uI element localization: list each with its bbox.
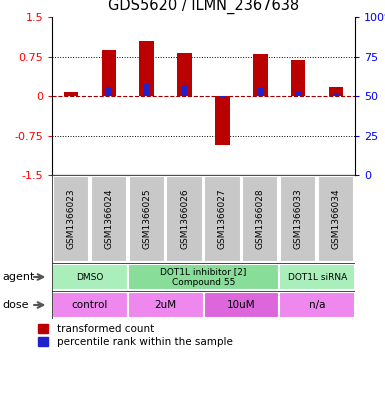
Bar	[177, 53, 192, 96]
Bar	[220, 96, 225, 97]
Text: GSM1366034: GSM1366034	[331, 189, 341, 249]
Legend: transformed count, percentile rank within the sample: transformed count, percentile rank withi…	[38, 324, 233, 347]
Text: agent: agent	[2, 272, 34, 282]
Bar	[296, 91, 301, 96]
Text: GSM1366027: GSM1366027	[218, 189, 227, 249]
Bar	[106, 86, 112, 96]
Bar	[204, 292, 279, 318]
Text: 10uM: 10uM	[227, 300, 256, 310]
Text: dose: dose	[2, 300, 28, 310]
Text: GSM1366023: GSM1366023	[67, 189, 75, 249]
Bar	[128, 264, 279, 290]
Bar	[53, 176, 89, 262]
Text: 2uM: 2uM	[154, 300, 177, 310]
Bar	[253, 54, 268, 96]
Text: GSM1366026: GSM1366026	[180, 189, 189, 249]
Bar	[279, 292, 355, 318]
Bar	[258, 88, 263, 96]
Bar	[166, 176, 203, 262]
Bar	[291, 60, 305, 96]
Bar	[215, 96, 229, 145]
Bar	[204, 176, 241, 262]
Text: control: control	[72, 300, 108, 310]
Bar	[139, 41, 154, 96]
Text: GSM1366025: GSM1366025	[142, 189, 151, 249]
Bar	[333, 93, 339, 96]
Bar	[90, 176, 127, 262]
Bar	[68, 95, 74, 96]
Text: DMSO: DMSO	[76, 272, 104, 281]
Bar	[242, 176, 278, 262]
Text: GSM1366028: GSM1366028	[256, 189, 265, 249]
Bar	[182, 85, 187, 96]
Bar	[144, 84, 149, 96]
Bar	[329, 87, 343, 96]
Bar	[102, 50, 116, 96]
Bar	[128, 292, 204, 318]
Bar	[280, 176, 316, 262]
Text: GSM1366024: GSM1366024	[104, 189, 113, 249]
Text: n/a: n/a	[309, 300, 325, 310]
Bar	[52, 264, 128, 290]
Text: GSM1366033: GSM1366033	[294, 189, 303, 250]
Bar	[52, 292, 128, 318]
Text: DOT1L inhibitor [2]
Compound 55: DOT1L inhibitor [2] Compound 55	[160, 267, 247, 287]
Bar	[129, 176, 165, 262]
Bar	[318, 176, 354, 262]
Bar	[64, 92, 78, 96]
Text: DOT1L siRNA: DOT1L siRNA	[288, 272, 347, 281]
Title: GDS5620 / ILMN_2367638: GDS5620 / ILMN_2367638	[108, 0, 299, 14]
Bar	[279, 264, 355, 290]
